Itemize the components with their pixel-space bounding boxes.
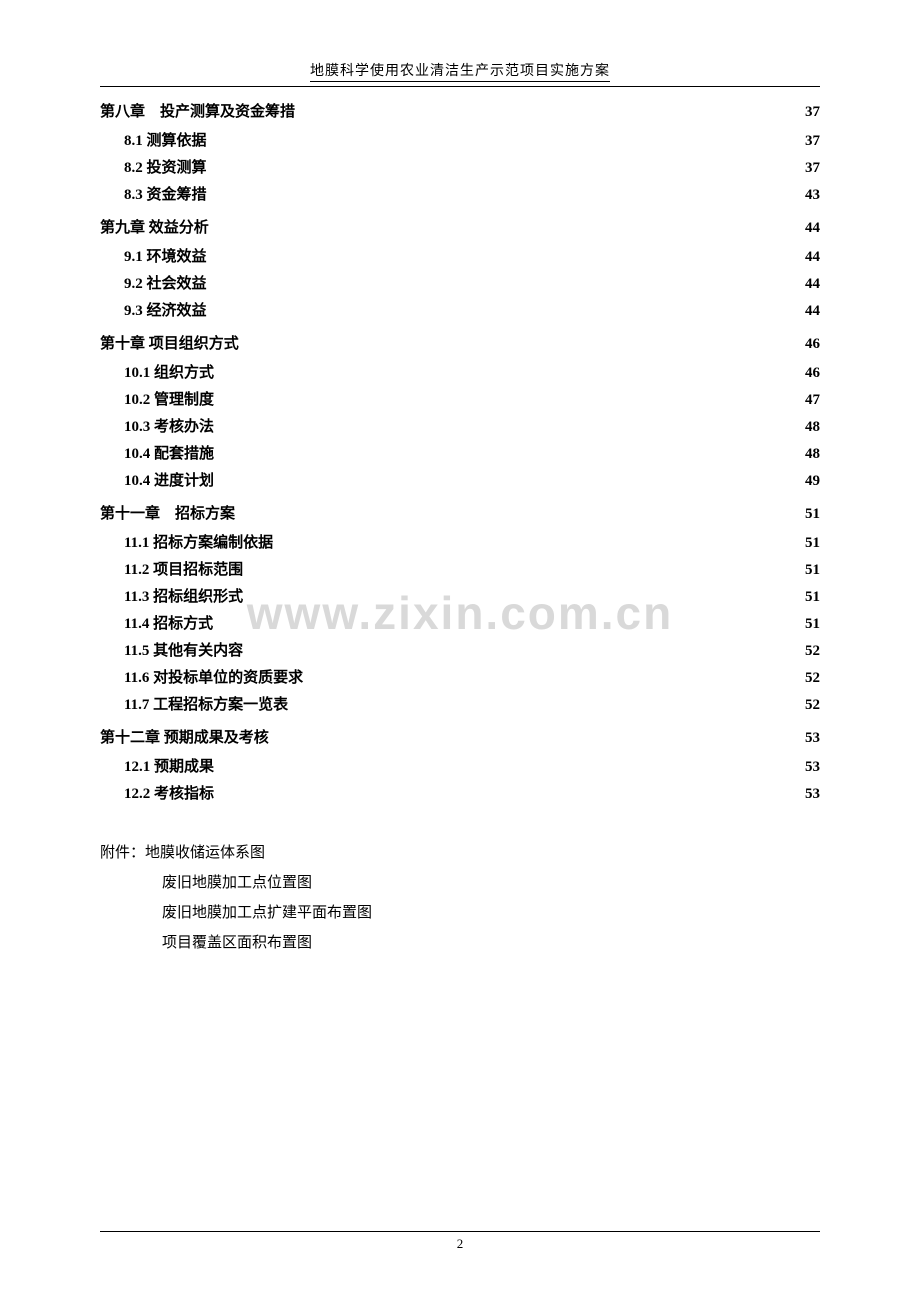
toc-label: 11.4 招标方式	[124, 617, 213, 632]
toc-row: 9.1 环境效益 44	[100, 250, 820, 265]
toc-row: 9.2 社会效益 44	[100, 277, 820, 292]
toc-label: 12.1 预期成果	[124, 760, 214, 775]
toc-row: 12.1 预期成果 53	[100, 760, 820, 775]
toc-label: 11.7 工程招标方案一览表	[124, 698, 288, 713]
toc-page-number: 44	[805, 304, 820, 319]
toc-row: 12.2 考核指标 53	[100, 787, 820, 802]
toc-label: 8.2 投资测算	[124, 161, 207, 176]
toc-page-number: 53	[805, 787, 820, 802]
table-of-contents: 第八章 投产测算及资金筹措 37 8.1 测算依据 37 8.2 投资测算 37 8.3 资…	[100, 105, 820, 802]
toc-page-number: 37	[805, 105, 820, 120]
toc-row: 11.3 招标组织形式 51	[100, 590, 820, 605]
toc-label: 10.4 配套措施	[124, 447, 214, 462]
toc-page-number: 48	[805, 420, 820, 435]
toc-page-number: 46	[805, 337, 820, 352]
toc-label: 9.1 环境效益	[124, 250, 207, 265]
toc-page-number: 47	[805, 393, 820, 408]
toc-row: 10.3 考核办法 48	[100, 420, 820, 435]
toc-label: 11.1 招标方案编制依据	[124, 536, 273, 551]
toc-label: 10.2 管理制度	[124, 393, 214, 408]
toc-row: 10.2 管理制度 47	[100, 393, 820, 408]
toc-label: 8.1 测算依据	[124, 134, 207, 149]
toc-row: 11.7 工程招标方案一览表 52	[100, 698, 820, 713]
toc-page-number: 51	[805, 563, 820, 578]
toc-row: 11.6 对投标单位的资质要求 52	[100, 671, 820, 686]
toc-label: 9.3 经济效益	[124, 304, 207, 319]
page-number: 2	[100, 1236, 820, 1252]
toc-page-number: 37	[805, 134, 820, 149]
toc-row: 8.3 资金筹措 43	[100, 188, 820, 203]
attachment-item: 废旧地膜加工点位置图	[100, 868, 820, 898]
document-page: 地膜科学使用农业清洁生产示范项目实施方案 第八章 投产测算及资金筹措378.1 …	[0, 0, 920, 998]
toc-row: 11.2 项目招标范围 51	[100, 563, 820, 578]
toc-page-number: 53	[805, 731, 820, 746]
toc-label: 第八章 投产测算及资金筹措	[100, 105, 295, 120]
toc-page-number: 43	[805, 188, 820, 203]
toc-row: 第十章 项目组织方式 46	[100, 337, 820, 352]
toc-row: 第十二章 预期成果及考核 53	[100, 731, 820, 746]
toc-page-number: 52	[805, 698, 820, 713]
toc-label: 10.3 考核办法	[124, 420, 214, 435]
page-header-title: 地膜科学使用农业清洁生产示范项目实施方案	[100, 60, 820, 84]
toc-row: 10.4 进度计划 49	[100, 474, 820, 489]
toc-row: 8.2 投资测算 37	[100, 161, 820, 176]
toc-label: 11.6 对投标单位的资质要求	[124, 671, 303, 686]
toc-row: 第十一章 招标方案 51	[100, 507, 820, 522]
toc-label: 8.3 资金筹措	[124, 188, 207, 203]
toc-row: 11.1 招标方案编制依据 51	[100, 536, 820, 551]
toc-row: 10.1 组织方式 46	[100, 366, 820, 381]
attachments-block: 附件：地膜收储运体系图 废旧地膜加工点位置图废旧地膜加工点扩建平面布置图项目覆盖…	[100, 838, 820, 958]
header-rule	[100, 86, 820, 87]
toc-label: 11.2 项目招标范围	[124, 563, 243, 578]
toc-page-number: 52	[805, 671, 820, 686]
toc-page-number: 37	[805, 161, 820, 176]
attachments-heading: 附件：地膜收储运体系图	[100, 838, 820, 868]
toc-page-number: 51	[805, 507, 820, 522]
toc-page-number: 44	[805, 221, 820, 236]
toc-label: 10.4 进度计划	[124, 474, 214, 489]
toc-label: 第十二章 预期成果及考核	[100, 731, 269, 746]
toc-row: 8.1 测算依据 37	[100, 134, 820, 149]
toc-page-number: 52	[805, 644, 820, 659]
toc-row: 第八章 投产测算及资金筹措 37	[100, 105, 820, 120]
toc-label: 10.1 组织方式	[124, 366, 214, 381]
toc-page-number: 51	[805, 590, 820, 605]
toc-label: 12.2 考核指标	[124, 787, 214, 802]
toc-label: 第十章 项目组织方式	[100, 337, 239, 352]
toc-row: 9.3 经济效益 44	[100, 304, 820, 319]
toc-row: 11.5 其他有关内容 52	[100, 644, 820, 659]
toc-label: 第九章 效益分析	[100, 221, 209, 236]
footer-rule	[100, 1231, 820, 1232]
toc-label: 9.2 社会效益	[124, 277, 207, 292]
toc-page-number: 53	[805, 760, 820, 775]
toc-label: 11.5 其他有关内容	[124, 644, 243, 659]
toc-page-number: 49	[805, 474, 820, 489]
toc-row: 11.4 招标方式 51	[100, 617, 820, 632]
toc-page-number: 51	[805, 617, 820, 632]
toc-row: 第九章 效益分析 44	[100, 221, 820, 236]
toc-page-number: 48	[805, 447, 820, 462]
toc-page-number: 46	[805, 366, 820, 381]
page-footer: 2	[100, 1231, 820, 1252]
attachment-item: 项目覆盖区面积布置图	[100, 928, 820, 958]
toc-label: 11.3 招标组织形式	[124, 590, 243, 605]
attachment-item: 废旧地膜加工点扩建平面布置图	[100, 898, 820, 928]
toc-row: 10.4 配套措施 48	[100, 447, 820, 462]
toc-page-number: 44	[805, 250, 820, 265]
toc-label: 第十一章 招标方案	[100, 507, 235, 522]
toc-page-number: 44	[805, 277, 820, 292]
toc-page-number: 51	[805, 536, 820, 551]
